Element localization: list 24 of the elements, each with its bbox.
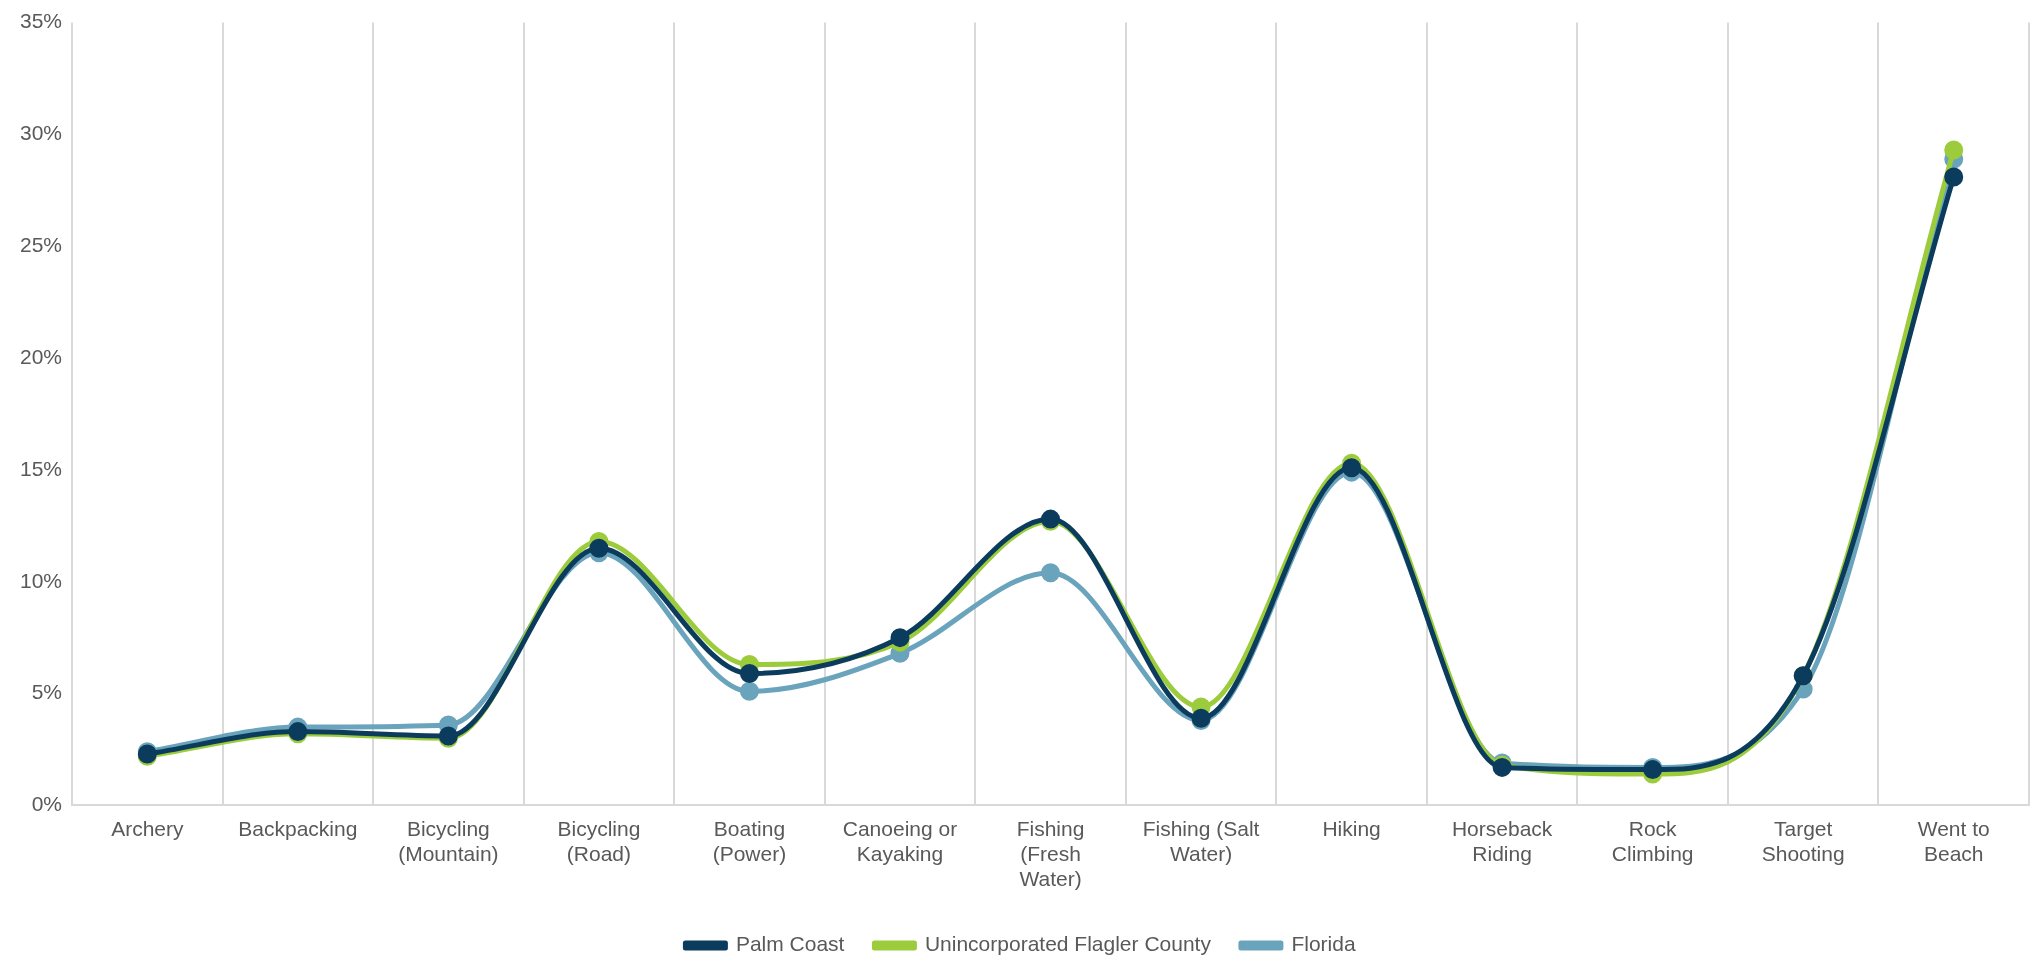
- x-tick-label: Hiking: [1322, 816, 1381, 840]
- legend-label: Unincorporated Flagler County: [924, 932, 1212, 956]
- x-tick-label: Rock Climbing: [1611, 816, 1694, 865]
- x-tick-label: Backpacking: [238, 816, 358, 840]
- x-tick-label: Went to Beach: [1917, 816, 1990, 865]
- y-tick-label: 35%: [20, 9, 63, 33]
- y-tick-label: 15%: [20, 456, 63, 480]
- x-tick-label: Archery: [111, 816, 184, 840]
- x-tick-label: Fishing (Salt Water): [1142, 816, 1260, 865]
- x-tick-label: Bicycling (Mountain): [398, 816, 499, 865]
- x-tick-label: Boating (Power): [712, 816, 787, 865]
- y-tick-label: 10%: [20, 568, 63, 592]
- y-tick-label: 25%: [20, 233, 63, 257]
- x-tick-label: Bicycling (Road): [557, 816, 641, 865]
- x-tick-label: Canoeing or Kayaking: [842, 816, 958, 865]
- legend-label: Palm Coast: [735, 932, 845, 956]
- x-tick-label: Target Shooting: [1761, 816, 1845, 865]
- y-tick-label: 5%: [31, 680, 63, 704]
- y-tick-label: 30%: [20, 121, 63, 145]
- y-tick-label: 20%: [20, 344, 63, 368]
- x-tick-label: Horseback Riding: [1451, 816, 1553, 865]
- legend-label: Florida: [1291, 932, 1356, 956]
- y-tick-label: 0%: [31, 792, 63, 816]
- x-tick-label: Fishing (Fresh Water): [1016, 816, 1085, 891]
